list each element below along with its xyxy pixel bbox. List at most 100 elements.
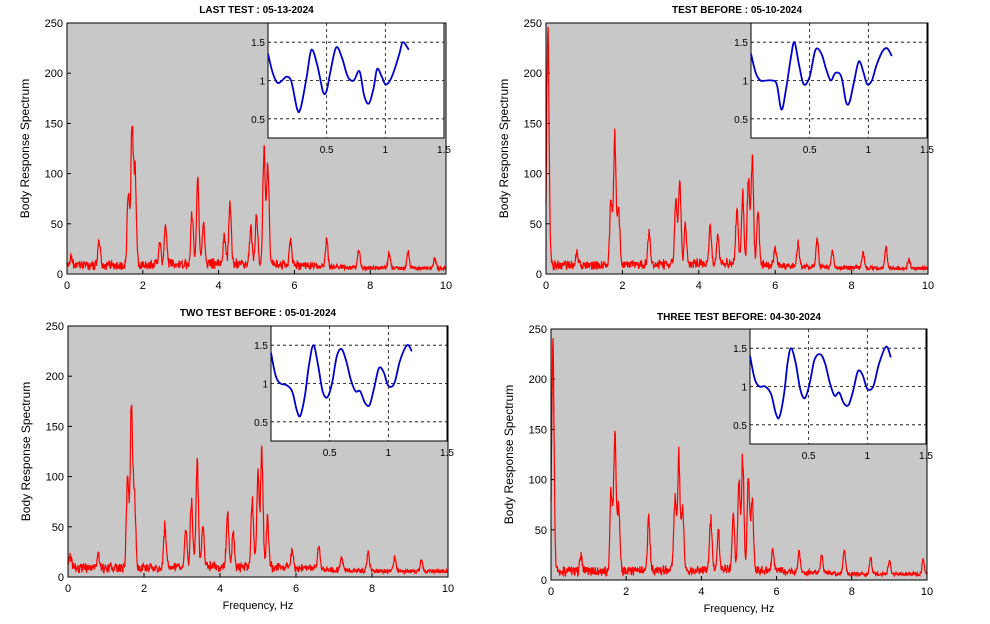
x-tick-label: 2 (623, 586, 629, 598)
y-tick-label: 250 (529, 324, 547, 336)
inset-x-tick-label: 1.5 (920, 145, 934, 156)
inset-curve (750, 41, 893, 111)
y-tick-label: 50 (51, 219, 63, 231)
y-tick-label: 150 (524, 118, 542, 130)
x-tick-label: 8 (849, 586, 855, 598)
x-tick-label: 0 (64, 280, 70, 292)
inset-y-tick-label: 0.5 (251, 115, 265, 126)
y-tick-label: 200 (529, 374, 547, 386)
y-tick-label: 150 (46, 421, 64, 433)
x-tick-label: 6 (291, 280, 297, 292)
y-tick-label: 200 (45, 68, 63, 80)
x-tick-label: 4 (698, 586, 704, 598)
inset-x-tick-label: 1.5 (919, 451, 933, 462)
x-tick-label: 2 (141, 583, 147, 595)
plot-frame (66, 22, 447, 275)
inset-y-tick-label: 0.5 (734, 115, 748, 126)
chart-panel-2: TEST BEFORE : 05-10-2024 Body Response Sp… (497, 5, 934, 292)
inset-x-tick-label: 0.5 (323, 448, 337, 459)
x-tick-label: 8 (849, 280, 855, 292)
chart-title: TWO TEST BEFORE : 05-01-2024 (180, 308, 337, 319)
x-tick-label: 6 (774, 586, 780, 598)
x-tick-label: 10 (440, 280, 452, 292)
y-tick-label: 150 (45, 118, 63, 130)
x-tick-label: 4 (216, 280, 222, 292)
chart-panel-4: THREE TEST BEFORE: 04-30-2024 Body Respon… (502, 312, 933, 615)
y-tick-label: 0 (541, 575, 547, 587)
y-tick-label: 100 (524, 169, 542, 181)
chart-title: TEST BEFORE : 05-10-2024 (672, 5, 802, 16)
inset-chart: 0.5 1 1.5 0.5 1 1.5 (733, 328, 933, 462)
inset-curve (749, 345, 892, 420)
inset-x-tick-label: 0.5 (320, 145, 334, 156)
y-tick-label: 100 (45, 169, 63, 181)
x-tick-label: 10 (442, 583, 454, 595)
y-tick-label: 250 (524, 18, 542, 30)
inset-y-tick-label: 1 (259, 77, 265, 88)
spectrum-line (550, 338, 928, 578)
inset-y-tick-label: 1 (741, 383, 747, 394)
inset-chart: 0.5 1 1.5 0.5 1 1.5 (254, 325, 454, 459)
y-tick-label: 250 (46, 321, 64, 333)
inset-y-tick-label: 0.5 (254, 418, 268, 429)
x-tick-label: 0 (65, 583, 71, 595)
x-tick-label: 4 (217, 583, 223, 595)
inset-y-tick-label: 1 (262, 380, 268, 391)
inset-y-tick-label: 0.5 (733, 421, 747, 432)
inset-x-tick-label: 1.5 (437, 145, 451, 156)
inset-y-tick-label: 1.5 (733, 344, 747, 355)
inset-x-tick-label: 1 (383, 145, 389, 156)
inset-x-tick-label: 0.5 (803, 145, 817, 156)
x-tick-label: 6 (293, 583, 299, 595)
plot-frame (550, 328, 928, 581)
y-axis-label: Body Response Spectrum (18, 79, 32, 218)
chart-title: THREE TEST BEFORE: 04-30-2024 (657, 312, 821, 323)
x-axis-label: Frequency, Hz (704, 603, 775, 615)
x-tick-label: 4 (696, 280, 702, 292)
y-tick-label: 100 (46, 472, 64, 484)
inset-curve (270, 344, 413, 418)
plot-frame (67, 325, 449, 578)
chart-title: LAST TEST : 05-13-2024 (199, 5, 314, 16)
inset-curve (267, 41, 410, 114)
x-tick-label: 8 (367, 280, 373, 292)
inset-y-tick-label: 1 (742, 77, 748, 88)
x-axis-label: Frequency, Hz (223, 600, 294, 612)
y-axis-label: Body Response Spectrum (497, 79, 511, 218)
spectrum-line (67, 404, 449, 576)
inset-x-tick-label: 1 (386, 448, 392, 459)
inset-y-tick-label: 1.5 (251, 38, 265, 49)
plot-frame (545, 22, 929, 275)
y-tick-label: 0 (536, 269, 542, 281)
x-tick-label: 10 (921, 586, 933, 598)
chart-panel-3: TWO TEST BEFORE : 05-01-2024 Body Respons… (19, 308, 454, 612)
inset-x-tick-label: 1 (866, 145, 872, 156)
y-tick-label: 250 (45, 18, 63, 30)
y-axis-label: Body Response Spectrum (19, 382, 33, 521)
inset-x-tick-label: 0.5 (802, 451, 816, 462)
spectrum-line (545, 26, 929, 273)
y-tick-label: 0 (58, 572, 64, 584)
y-axis-label: Body Response Spectrum (502, 385, 516, 524)
chart-panel-1: LAST TEST : 05-13-2024 Body Response Spec… (18, 5, 452, 292)
inset-y-tick-label: 1.5 (254, 341, 268, 352)
x-tick-label: 0 (543, 280, 549, 292)
x-tick-label: 10 (922, 280, 934, 292)
y-tick-label: 150 (529, 424, 547, 436)
x-tick-label: 0 (548, 586, 554, 598)
inset-chart: 0.5 1 1.5 0.5 1 1.5 (251, 22, 451, 156)
inset-x-tick-label: 1 (865, 451, 871, 462)
y-tick-label: 200 (524, 68, 542, 80)
spectrum-line (66, 125, 447, 273)
x-tick-label: 2 (619, 280, 625, 292)
x-tick-label: 2 (140, 280, 146, 292)
inset-chart: 0.5 1 1.5 0.5 1 1.5 (734, 22, 934, 156)
x-tick-label: 6 (772, 280, 778, 292)
y-tick-label: 50 (52, 522, 64, 534)
inset-y-tick-label: 1.5 (734, 38, 748, 49)
y-tick-label: 100 (529, 475, 547, 487)
x-tick-label: 8 (369, 583, 375, 595)
y-tick-label: 0 (57, 269, 63, 281)
